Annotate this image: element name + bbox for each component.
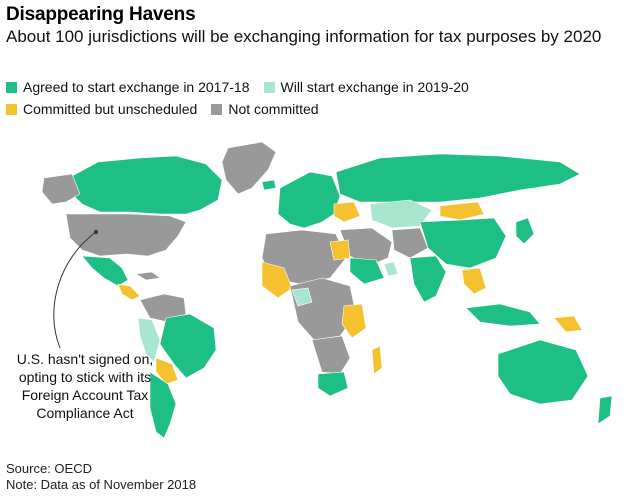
- southern-africa: [311, 335, 351, 375]
- legend-swatch-committed: [6, 103, 17, 115]
- greenland: [221, 141, 277, 195]
- mexico: [81, 255, 129, 287]
- europe: [277, 171, 341, 229]
- mongolia: [439, 201, 485, 221]
- legend-label-will-start: Will start exchange in 2019-20: [280, 79, 469, 95]
- central-america: [117, 283, 141, 301]
- chart-title: Disappearing Havens: [6, 4, 196, 25]
- legend-swatch-agreed: [6, 81, 17, 93]
- india: [409, 255, 447, 303]
- legend-swatch-not-committed: [211, 103, 223, 115]
- united-states: [65, 213, 187, 257]
- japan-korea: [515, 217, 535, 245]
- alaska: [41, 173, 81, 205]
- legend-swatch-will-start: [263, 81, 275, 93]
- egypt: [329, 239, 351, 261]
- madagascar: [371, 345, 383, 375]
- us-annotation: U.S. hasn't signed on, opting to stick w…: [16, 351, 154, 421]
- west-africa: [261, 261, 293, 299]
- nigeria-ghana: [291, 287, 313, 307]
- footer: Source: OECD Note: Data as of November 2…: [6, 461, 196, 493]
- iceland: [261, 179, 277, 191]
- chart-subtitle: About 100 jurisdictions will be exchangi…: [6, 27, 602, 46]
- annotation-dot: [94, 230, 98, 234]
- legend-label-committed: Committed but unscheduled: [23, 101, 198, 117]
- gulf-states: [383, 261, 399, 277]
- china: [419, 217, 507, 269]
- legend-item-will-start: Will start exchange in 2019-20: [263, 79, 469, 95]
- legend-item-committed: Committed but unscheduled: [6, 101, 197, 117]
- bolivia-paraguay: [155, 357, 179, 385]
- source-text: Source: OECD: [6, 461, 92, 476]
- legend-label-agreed: Agreed to start exchange in 2017-18: [23, 79, 250, 95]
- australia: [497, 339, 589, 405]
- saudi-arabia: [349, 257, 385, 285]
- indonesia-malaysia: [465, 303, 541, 327]
- peru-ecuador: [137, 317, 161, 363]
- russia: [335, 153, 581, 203]
- canada: [69, 155, 223, 215]
- brazil: [159, 313, 217, 379]
- legend-label-not-committed: Not committed: [228, 101, 319, 117]
- kazakhstan: [369, 199, 433, 229]
- argentina-chile: [149, 371, 177, 439]
- annotation-pointer: [53, 231, 97, 349]
- papua-new-guinea: [553, 315, 583, 333]
- new-zealand: [597, 395, 613, 425]
- world-map: [41, 141, 613, 439]
- legend-item-agreed: Agreed to start exchange in 2017-18: [6, 79, 250, 95]
- south-africa: [317, 371, 349, 397]
- colombia-venezuela: [139, 293, 187, 323]
- note-text: Note: Data as of November 2018: [6, 477, 197, 492]
- southeast-asia: [461, 267, 487, 295]
- legend: Agreed to start exchange in 2017-18 Will…: [6, 76, 606, 120]
- caribbean: [135, 271, 161, 281]
- east-africa: [341, 303, 367, 339]
- central-asia-south: [391, 227, 429, 259]
- legend-item-not-committed: Not committed: [211, 101, 319, 117]
- ukraine-belarus: [333, 201, 361, 223]
